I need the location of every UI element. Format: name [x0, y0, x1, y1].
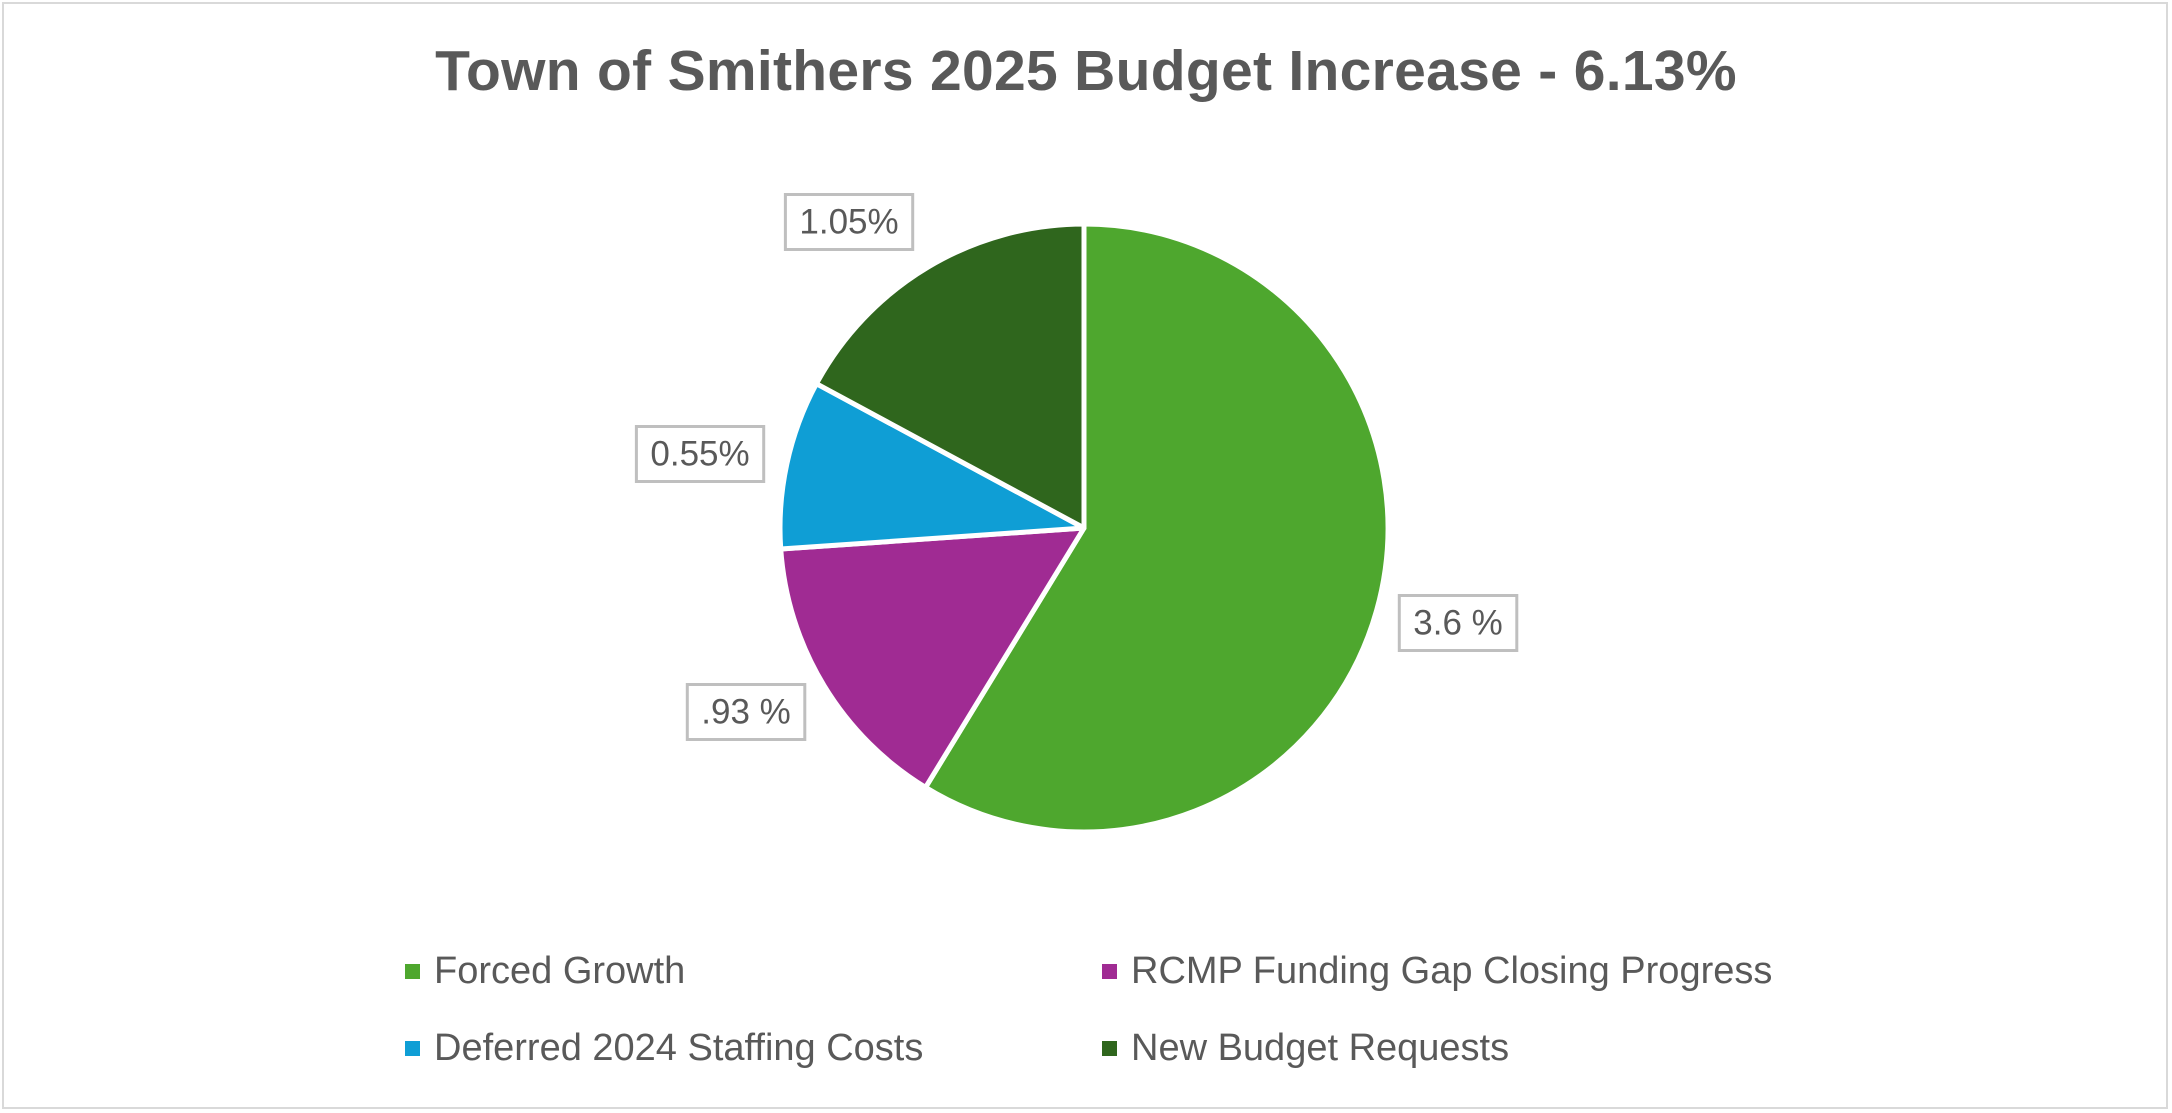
pie-slice-new-budget-requests: [813, 221, 1087, 531]
data-label-box: [685, 683, 807, 741]
data-label-forced-growth: 3.6 %: [1397, 594, 1519, 652]
data-label-new-budget-requests: 1.05%: [783, 193, 915, 251]
pie-slice-deferred-staffing: [777, 381, 1087, 552]
data-label-text: 0.55%: [650, 435, 749, 474]
data-label-text: .93 %: [701, 693, 791, 732]
data-label-rcmp-funding-gap: .93 %: [685, 683, 807, 741]
data-label-text: 1.05%: [799, 203, 898, 242]
data-label-text: 3.6 %: [1413, 604, 1503, 643]
data-label-box: [783, 193, 915, 251]
pie-slice-rcmp-funding-gap: [778, 525, 1087, 790]
data-label-box: [1397, 594, 1519, 652]
pie-slice-forced-growth: [923, 221, 1391, 835]
chart-title: Town of Smithers 2025 Budget Increase - …: [435, 39, 1737, 103]
data-label-deferred-staffing: 0.55%: [634, 425, 766, 483]
data-label-box: [634, 425, 766, 483]
